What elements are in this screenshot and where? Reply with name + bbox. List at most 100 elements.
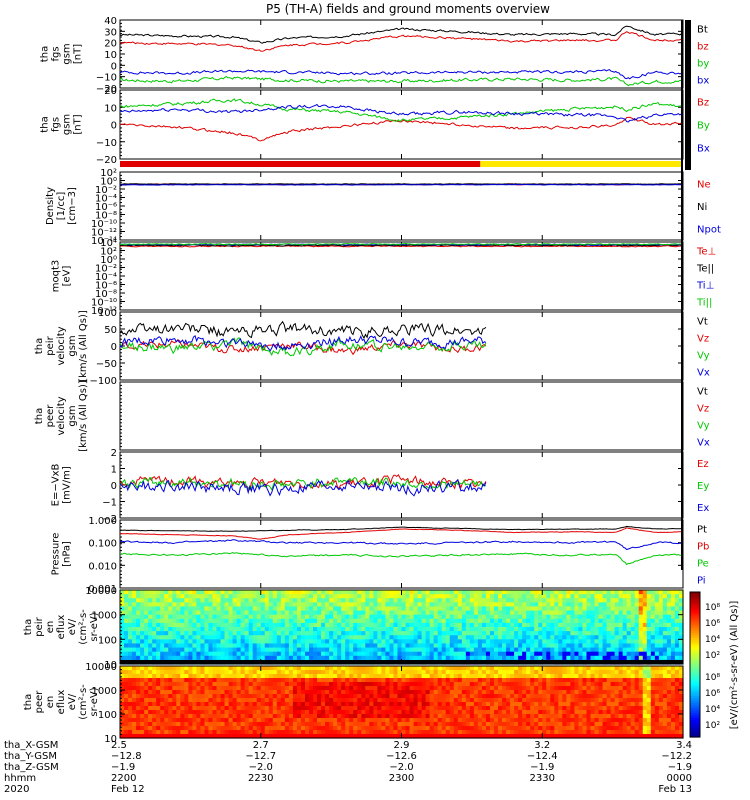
ytick-label: 10⁻⁸ <box>95 289 117 300</box>
ylabel-line: [nPa] <box>62 541 73 567</box>
xaxis-value: −1.9 <box>111 762 135 773</box>
panel-9: 10000 1000 100 10 tha peer en eflux eV/(cm²-s-sr… <box>23 662 684 745</box>
ylabel-line: sr-eV) <box>89 612 100 641</box>
series-line <box>119 242 684 246</box>
legend-label: By <box>697 121 710 132</box>
ytick-label: 10⁻¹⁰ <box>91 219 117 230</box>
xaxis-row-label: tha_Y-GSM <box>4 751 57 762</box>
ytick-label: 10⁻¹⁰ <box>91 298 117 309</box>
xaxis-row-label: hhmm <box>4 773 36 784</box>
colorbar-tick: 10⁴ <box>705 705 720 715</box>
ytick-label: 1000 <box>92 611 117 622</box>
ytick-label: 10⁴ <box>100 238 117 249</box>
mode-bar-red <box>120 161 481 167</box>
series-line <box>120 525 684 532</box>
ytick-label: 0.001 <box>88 584 117 595</box>
legend-label: Ex <box>697 503 709 514</box>
colorbar-tick: 10⁸ <box>705 603 720 613</box>
ytick-label: 10⁰ <box>100 255 117 266</box>
ylabel-line: gsm <box>62 43 73 64</box>
colorbar-tick: 10² <box>705 721 720 731</box>
ylabel-line: eV/ <box>67 618 78 635</box>
ytick-label: 10⁻¹² <box>91 306 117 317</box>
legend-label: Vy <box>697 421 710 432</box>
series-line <box>119 69 684 80</box>
ytick-label: 10⁻⁶ <box>95 281 117 292</box>
xaxis-value: 3.4 <box>676 740 692 751</box>
ylabel-line: moqt3 <box>51 260 62 293</box>
ylabel: Pressure [nPa] <box>51 533 73 576</box>
ylabel-line: eV/ <box>67 693 78 710</box>
series-line <box>119 337 487 357</box>
ytick-label: 0 <box>111 61 117 72</box>
ytick-label: 10⁻² <box>95 264 117 275</box>
series-line <box>119 25 684 44</box>
xaxis-value: 2.9 <box>394 740 410 751</box>
ytick-label: 10⁻⁸ <box>95 211 117 222</box>
ylabel-line: velocity <box>56 396 67 435</box>
legend-label: Vy <box>697 351 710 362</box>
ylabel-line: tha <box>23 694 34 710</box>
series-line <box>119 103 684 123</box>
ylabel-line: fgs <box>51 117 62 132</box>
xaxis-value: −2.0 <box>389 762 413 773</box>
xaxis-value: 2.5 <box>111 740 127 751</box>
colorbar-tick: 10⁴ <box>705 635 720 645</box>
ytick-label: 100 <box>98 308 117 319</box>
ytick-label: 0.100 <box>88 539 117 550</box>
series-line <box>119 551 684 566</box>
ytick-label: 20 <box>104 86 117 97</box>
ylabel-line: tha <box>23 619 34 635</box>
ylabel: tha peer velocity gsm [km/s (All Qs)] <box>34 380 89 452</box>
colorbar-tick: 10⁸ <box>705 673 720 683</box>
series-line <box>119 183 684 186</box>
legend-label: Vz <box>697 404 709 415</box>
ytick-label: 10 <box>104 660 117 671</box>
ylabel-line: tha <box>34 408 45 424</box>
ylabel-line: en <box>45 696 56 709</box>
legend-label: Te|| <box>696 264 714 275</box>
ylabel: tha fgs gsm [nT] <box>40 43 84 64</box>
ylabel-line: E=−VxB <box>51 464 62 507</box>
legend-label: Npot <box>697 225 721 236</box>
ytick-label: 10² <box>100 168 117 179</box>
xaxis-value: Feb 13 <box>658 784 692 795</box>
legend-label: by <box>697 59 709 70</box>
legend-label: Bx <box>697 144 710 155</box>
xaxis-value: −12.2 <box>661 751 692 762</box>
series-line <box>119 334 487 352</box>
xaxis-value: 3.2 <box>534 740 550 751</box>
ylabel-line: tha <box>34 338 45 354</box>
ytick-label: 10 <box>104 734 117 745</box>
legend-label: Pe <box>697 559 709 570</box>
legend-label: Ti|| <box>696 298 712 309</box>
ytick-label: 10000 <box>85 662 117 673</box>
series-line <box>119 320 487 340</box>
ylabel-line: Pressure <box>51 533 62 576</box>
ylabel: Density [1/cc] [cm−3] <box>45 187 78 225</box>
xaxis-row-label: 2020 <box>4 784 29 795</box>
xaxis-value: −12.8 <box>111 751 142 762</box>
ytick-label: −10 <box>96 73 117 84</box>
ytick-label: 2 <box>111 448 117 459</box>
ytick-label: −10 <box>96 138 117 149</box>
ylabel-line: [km/s (All Qs)] <box>78 380 89 452</box>
ytick-label: 10⁻² <box>95 185 117 196</box>
panel-6: 2 1 0 −1 −2 E=−VxB [mV/m] Ez Ey Ex <box>51 448 710 525</box>
xaxis-value: 2.7 <box>253 740 269 751</box>
series-line <box>119 98 684 123</box>
series-line <box>119 473 487 491</box>
xaxis-row-label: tha_Z-GSM <box>4 762 59 773</box>
ylabel-line: eflux <box>56 615 67 640</box>
ylabel-line: peer <box>34 690 45 714</box>
spectrogram-8 <box>120 590 684 665</box>
series-line <box>119 116 684 142</box>
colorbar-tick: 10² <box>705 651 720 661</box>
ytick-label: 10⁻⁴ <box>95 272 117 283</box>
ytick-label: 10⁻⁴ <box>95 194 117 205</box>
ytick-label: 1 <box>111 465 117 476</box>
colorbar-tick: 10⁶ <box>705 619 720 629</box>
